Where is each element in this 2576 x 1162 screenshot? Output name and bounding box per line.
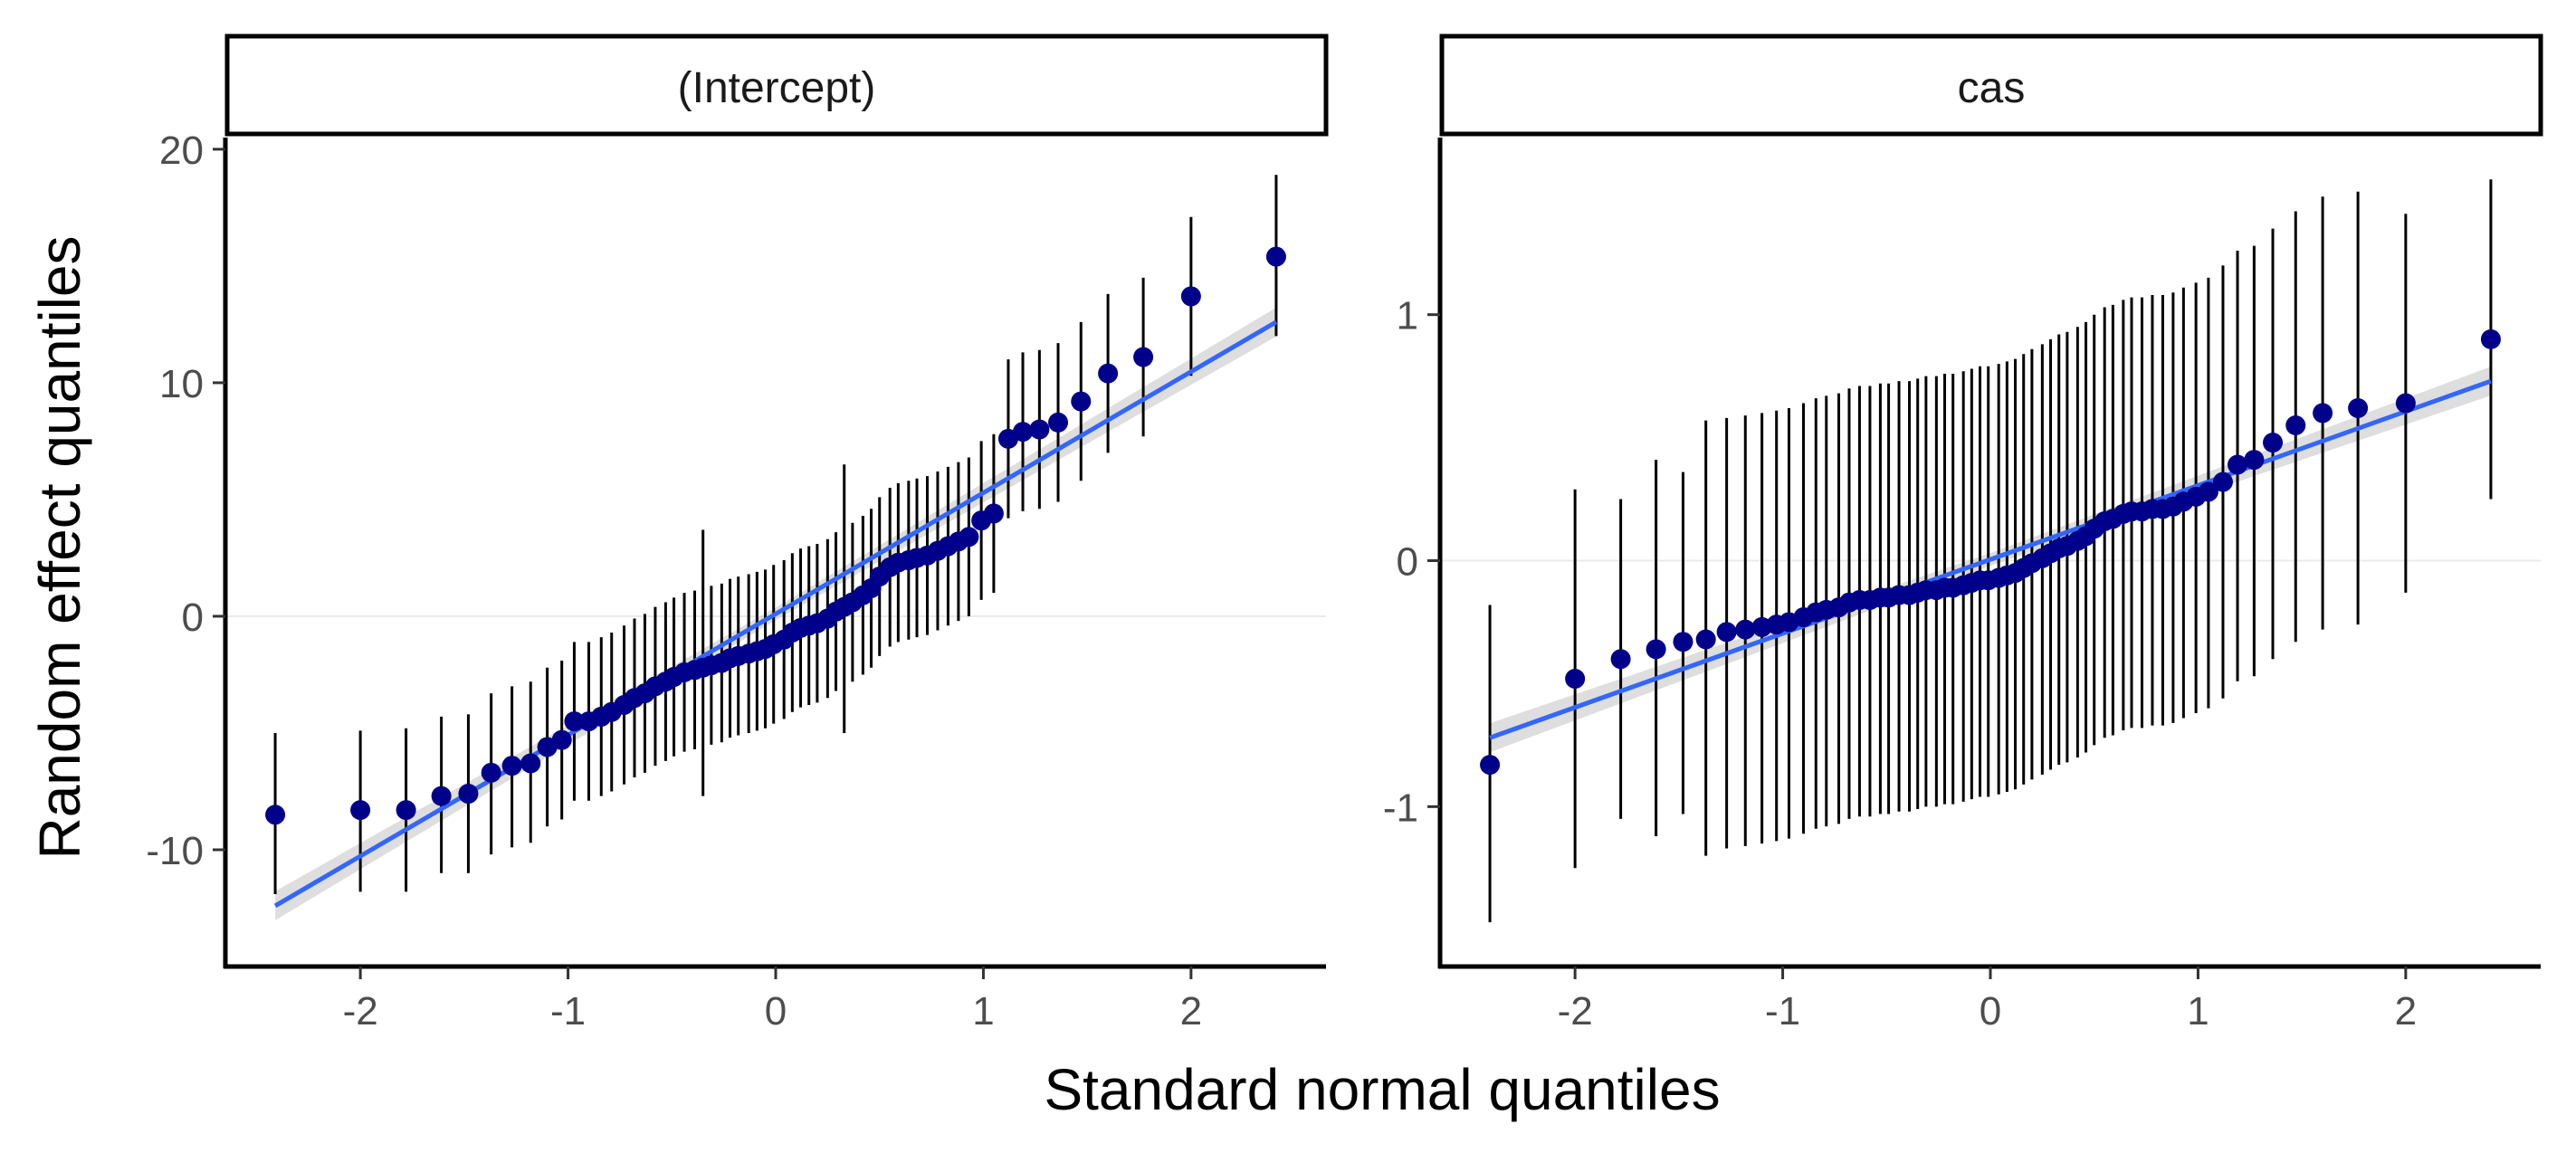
data-point-cas bbox=[1480, 755, 1501, 776]
data-point-intercept bbox=[1265, 246, 1286, 267]
data-point-cas bbox=[1716, 622, 1737, 643]
data-point-cas bbox=[1673, 632, 1693, 652]
x-tick-label-cas: -2 bbox=[1558, 989, 1593, 1033]
y-tick-label-intercept: 10 bbox=[159, 362, 204, 406]
data-point-cas bbox=[2348, 397, 2369, 418]
y-tick-label-intercept: 20 bbox=[159, 129, 204, 173]
data-point-intercept bbox=[564, 711, 585, 732]
x-tick-label-intercept: -1 bbox=[550, 989, 586, 1033]
data-point-cas bbox=[2313, 403, 2333, 424]
data-point-intercept bbox=[1133, 347, 1154, 367]
data-point-intercept bbox=[551, 729, 572, 750]
strip-intercept bbox=[224, 33, 1329, 137]
data-point-intercept bbox=[1098, 363, 1119, 384]
strip-label-cas: cas bbox=[1958, 64, 2026, 112]
y-tick-label-intercept: 0 bbox=[182, 595, 204, 640]
y-tick-label-cas: 1 bbox=[1397, 294, 1418, 338]
y-axis-title: Random effect quantiles bbox=[27, 235, 92, 859]
data-point-intercept bbox=[983, 503, 1004, 524]
x-tick-label-cas: 1 bbox=[2187, 989, 2209, 1033]
data-point-intercept bbox=[1048, 412, 1069, 433]
data-point-intercept bbox=[458, 784, 479, 805]
x-tick-label-cas: 0 bbox=[1980, 989, 2001, 1033]
y-tick-label-cas: -1 bbox=[1383, 786, 1418, 830]
y-tick-label-cas: 0 bbox=[1397, 540, 1418, 585]
data-point-intercept bbox=[396, 800, 416, 821]
data-point-intercept bbox=[265, 805, 286, 825]
data-point-cas bbox=[2244, 450, 2265, 471]
data-point-intercept bbox=[1180, 286, 1201, 307]
data-point-intercept bbox=[431, 786, 452, 806]
data-point-intercept bbox=[481, 762, 501, 783]
data-point-cas bbox=[2198, 481, 2218, 502]
data-point-cas bbox=[1735, 619, 1756, 640]
y-tick-label-intercept: -10 bbox=[146, 829, 204, 873]
data-point-intercept bbox=[1029, 419, 1050, 440]
fit-line-intercept bbox=[273, 319, 1278, 909]
data-point-cas bbox=[2480, 329, 2501, 349]
x-axis-title: Standard normal quantiles bbox=[1044, 1057, 1720, 1122]
data-point-intercept bbox=[1071, 391, 1092, 412]
data-point-cas bbox=[1565, 668, 1586, 689]
data-point-cas bbox=[1646, 639, 1666, 660]
data-point-cas bbox=[2285, 415, 2306, 436]
fit-line-cas bbox=[1489, 378, 2492, 740]
data-point-intercept bbox=[1013, 422, 1034, 443]
x-tick-label-intercept: 1 bbox=[972, 989, 994, 1033]
panel-cas: cas -2 -1 0 1 2 -1 0 1 bbox=[1383, 33, 2543, 1033]
plot-area-cas: -2 -1 0 1 2 -1 0 1 bbox=[1383, 138, 2541, 1033]
x-tick-label-intercept: -2 bbox=[343, 989, 378, 1033]
strip-label-intercept: (Intercept) bbox=[678, 64, 876, 112]
x-tick-label-intercept: 2 bbox=[1180, 989, 1202, 1033]
data-point-intercept bbox=[501, 756, 522, 776]
data-point-cas bbox=[2228, 454, 2248, 475]
x-tick-label-intercept: 0 bbox=[765, 989, 787, 1033]
data-point-intercept bbox=[520, 753, 541, 774]
data-point-cas bbox=[1610, 649, 1631, 670]
data-point-cas bbox=[2212, 471, 2233, 492]
x-tick-label-cas: 2 bbox=[2395, 989, 2417, 1033]
x-tick-label-cas: -1 bbox=[1765, 989, 1800, 1033]
data-point-intercept bbox=[959, 527, 979, 548]
data-point-intercept bbox=[350, 800, 371, 821]
strip-cas bbox=[1439, 33, 2543, 137]
data-point-cas bbox=[2263, 433, 2284, 453]
data-point-cas bbox=[2395, 393, 2416, 414]
data-point-cas bbox=[1695, 629, 1716, 650]
